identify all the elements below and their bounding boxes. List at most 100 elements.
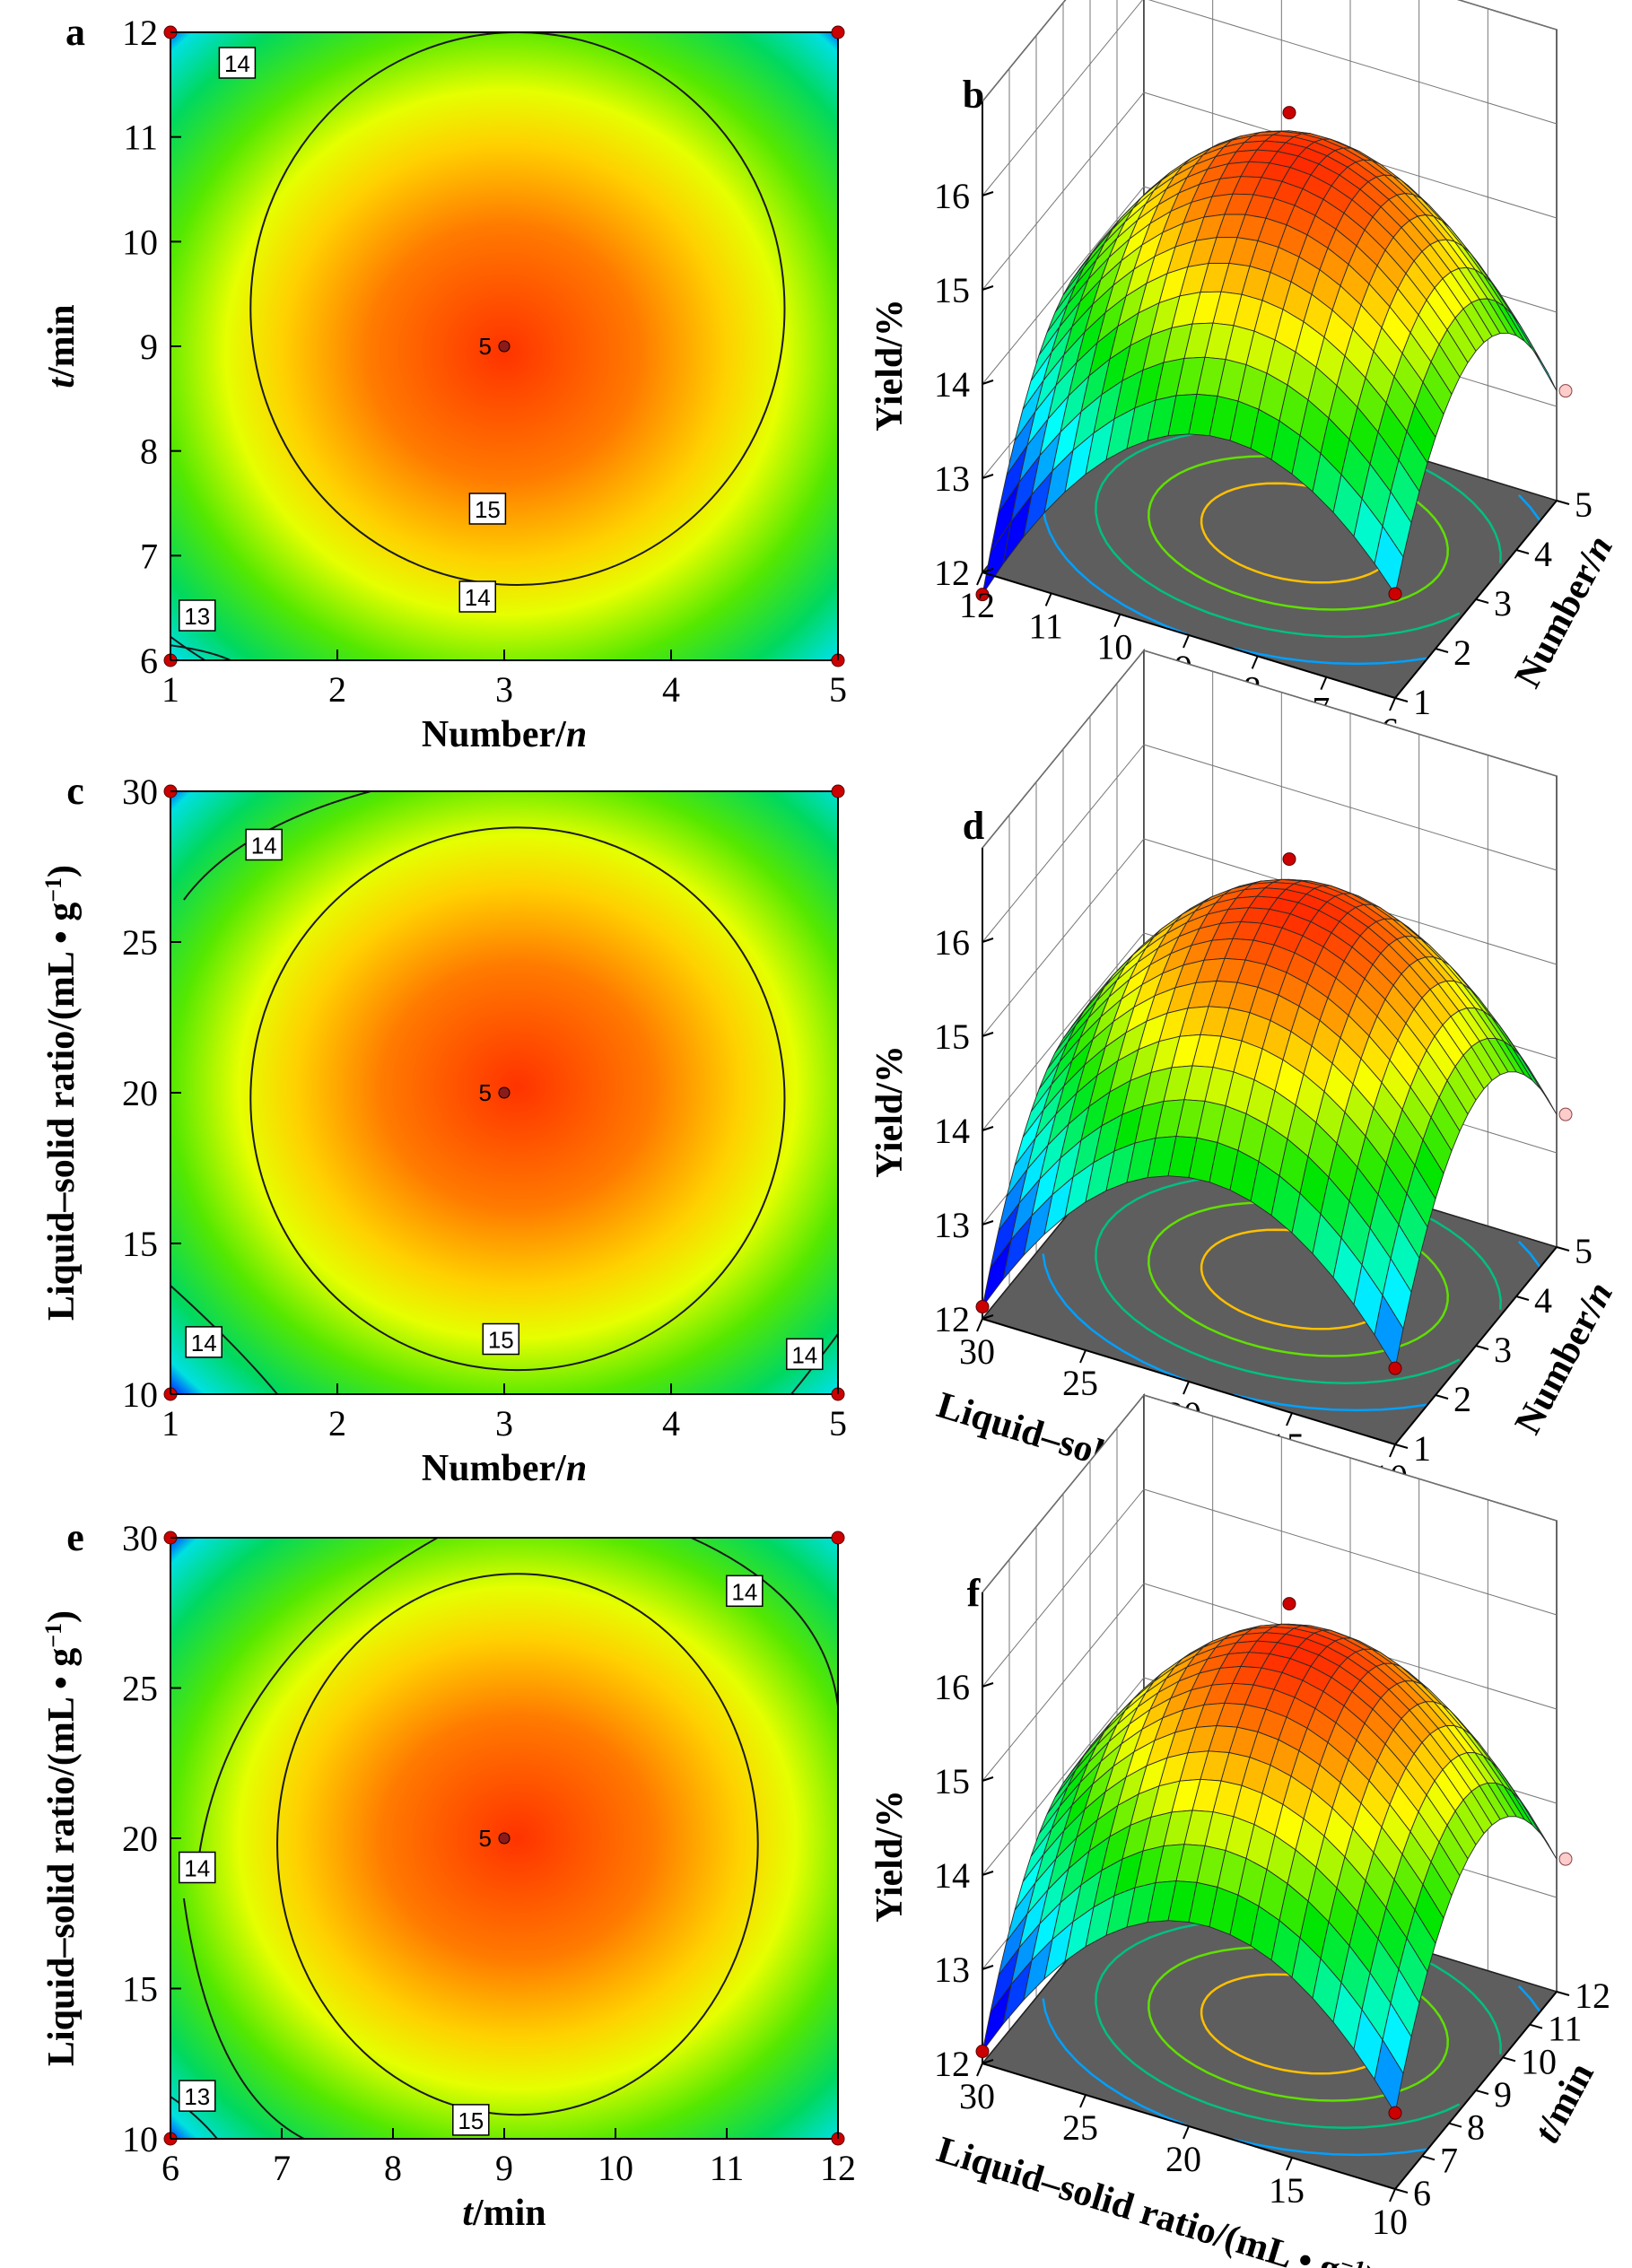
z-tick-mark bbox=[982, 1220, 994, 1226]
contour-panel-c: c 14 15 14 14 5 1 2 3 4 5 10 15 20 25 30 Number/n Liquid–… bbox=[40, 769, 848, 1489]
x-axis-title: t/min bbox=[462, 2193, 545, 2234]
contour-label-box bbox=[179, 1851, 216, 1884]
contour-line bbox=[170, 644, 231, 661]
x-tick-label: 25 bbox=[1062, 2107, 1098, 2148]
y-axis-title: Liquid–solid ratio/(mL • g−1) bbox=[40, 865, 83, 1321]
contour-label: 14 bbox=[224, 50, 250, 77]
y-tick-mark bbox=[1394, 2188, 1409, 2194]
z-tick-label: 12 bbox=[934, 2044, 970, 2084]
x-tick-label: 12 bbox=[959, 585, 995, 625]
surface-panel-f: f121314151630252015106789101112Yield/%Li… bbox=[869, 1392, 1610, 2268]
y-axis-title: t/min bbox=[41, 304, 83, 388]
y-tick-label: 4 bbox=[1534, 1280, 1552, 1321]
contour-label-box bbox=[468, 493, 507, 525]
y-tick-label: 9 bbox=[140, 327, 158, 367]
design-point bbox=[1388, 1361, 1402, 1375]
y-tick-label: 5 bbox=[1575, 484, 1593, 525]
design-point bbox=[831, 1531, 845, 1545]
x-tick-label: 2 bbox=[328, 1403, 346, 1444]
y-axis-title: Liquid–solid ratio/(mL • g−1) bbox=[40, 1610, 83, 2066]
z-tick-mark bbox=[982, 474, 994, 479]
x-tick-label: 8 bbox=[384, 2148, 402, 2188]
panel-letter-c: c bbox=[66, 769, 84, 813]
contour-label-box bbox=[245, 828, 283, 861]
contour-label-box bbox=[179, 599, 216, 632]
y-tick-label: 20 bbox=[122, 1819, 158, 1859]
contour-line bbox=[182, 1897, 305, 2139]
x-tick-mark bbox=[1286, 2157, 1293, 2171]
contour-line bbox=[249, 32, 786, 586]
y-tick-label: 3 bbox=[1494, 1330, 1512, 1370]
design-point bbox=[831, 25, 845, 39]
y-tick-mark bbox=[1435, 1394, 1449, 1400]
contour-label: 14 bbox=[465, 584, 491, 611]
contour-label: 14 bbox=[191, 1330, 217, 1356]
center-point-label: 5 bbox=[479, 1825, 492, 1852]
contour-label: 14 bbox=[184, 1855, 210, 1882]
design-point bbox=[975, 1300, 990, 1314]
x-tick-mark bbox=[1079, 2094, 1087, 2108]
x-tick-label: 9 bbox=[495, 2148, 513, 2188]
contour-label: 14 bbox=[791, 1341, 817, 1368]
x-tick-label: 7 bbox=[273, 2148, 291, 2188]
y-axis-title: Number/n bbox=[1507, 1276, 1621, 1441]
y-tick-mark bbox=[1394, 697, 1409, 702]
y-tick-label: 15 bbox=[122, 1969, 158, 2010]
y-tick-label: 6 bbox=[140, 641, 158, 681]
contour-label-box bbox=[452, 2104, 490, 2136]
z-tick-label: 15 bbox=[934, 270, 970, 310]
panel-letter-d: d bbox=[963, 804, 984, 848]
x-tick-mark bbox=[1251, 655, 1259, 669]
design-point bbox=[1282, 852, 1296, 867]
x-tick-label: 10 bbox=[1372, 2202, 1408, 2242]
contour-label-box bbox=[218, 47, 257, 79]
x-tick-mark bbox=[976, 1318, 983, 1332]
y-tick-mark bbox=[1394, 1444, 1409, 1449]
y-tick-mark bbox=[1475, 2089, 1489, 2095]
x-tick-mark bbox=[1044, 592, 1052, 606]
contour-label: 15 bbox=[458, 2107, 484, 2134]
response-surface bbox=[982, 1623, 1558, 2115]
contour-label-box bbox=[726, 1575, 764, 1608]
contour-line bbox=[170, 2096, 218, 2139]
contour-panel-e: e 14 14 15 13 5 6 7 8 9 10 11 12 10 15 20 25 30 t/min Liqui… bbox=[40, 1515, 857, 2234]
x-tick-mark bbox=[1286, 1412, 1293, 1426]
design-point bbox=[975, 2045, 990, 2059]
x-tick-label: 2 bbox=[328, 669, 346, 710]
x-tick-label: 11 bbox=[1028, 606, 1063, 646]
y-tick-mark bbox=[1556, 500, 1570, 505]
y-tick-mark bbox=[1515, 1295, 1530, 1301]
y-tick-label: 7 bbox=[1440, 2140, 1458, 2180]
x-tick-label: 30 bbox=[959, 2076, 995, 2116]
response-surface bbox=[982, 130, 1558, 596]
z-tick-label: 12 bbox=[934, 553, 970, 593]
y-tick-mark bbox=[1556, 1246, 1570, 1252]
contour-label: 13 bbox=[184, 2083, 210, 2110]
y-tick-label: 2 bbox=[1453, 632, 1471, 673]
contour-label: 13 bbox=[184, 603, 210, 630]
design-point bbox=[975, 588, 990, 602]
y-tick-label: 10 bbox=[122, 222, 158, 262]
x-tick-label: 10 bbox=[1096, 627, 1132, 667]
contour-label: 14 bbox=[251, 832, 277, 859]
y-tick-label: 1 bbox=[1413, 1428, 1431, 1469]
x-tick-label: 25 bbox=[1062, 1363, 1098, 1403]
design-point bbox=[1558, 1852, 1573, 1866]
y-tick-label: 8 bbox=[1467, 2107, 1485, 2148]
z-tick-mark bbox=[982, 938, 994, 943]
z-tick-mark bbox=[982, 1682, 994, 1688]
design-point bbox=[1558, 384, 1573, 398]
x-tick-label: 5 bbox=[829, 669, 847, 710]
y-tick-label: 20 bbox=[122, 1073, 158, 1113]
y-tick-mark bbox=[1502, 2056, 1516, 2063]
center-point bbox=[498, 1832, 511, 1845]
z-axis-title: Yield/% bbox=[869, 299, 911, 432]
x-tick-label: 4 bbox=[662, 669, 680, 710]
x-tick-label: 3 bbox=[495, 1403, 513, 1444]
y-tick-mark bbox=[1529, 2023, 1543, 2029]
y-tick-label: 2 bbox=[1453, 1379, 1471, 1419]
y-tick-label: 10 bbox=[1521, 2041, 1557, 2081]
x-tick-label: 6 bbox=[161, 2148, 179, 2188]
